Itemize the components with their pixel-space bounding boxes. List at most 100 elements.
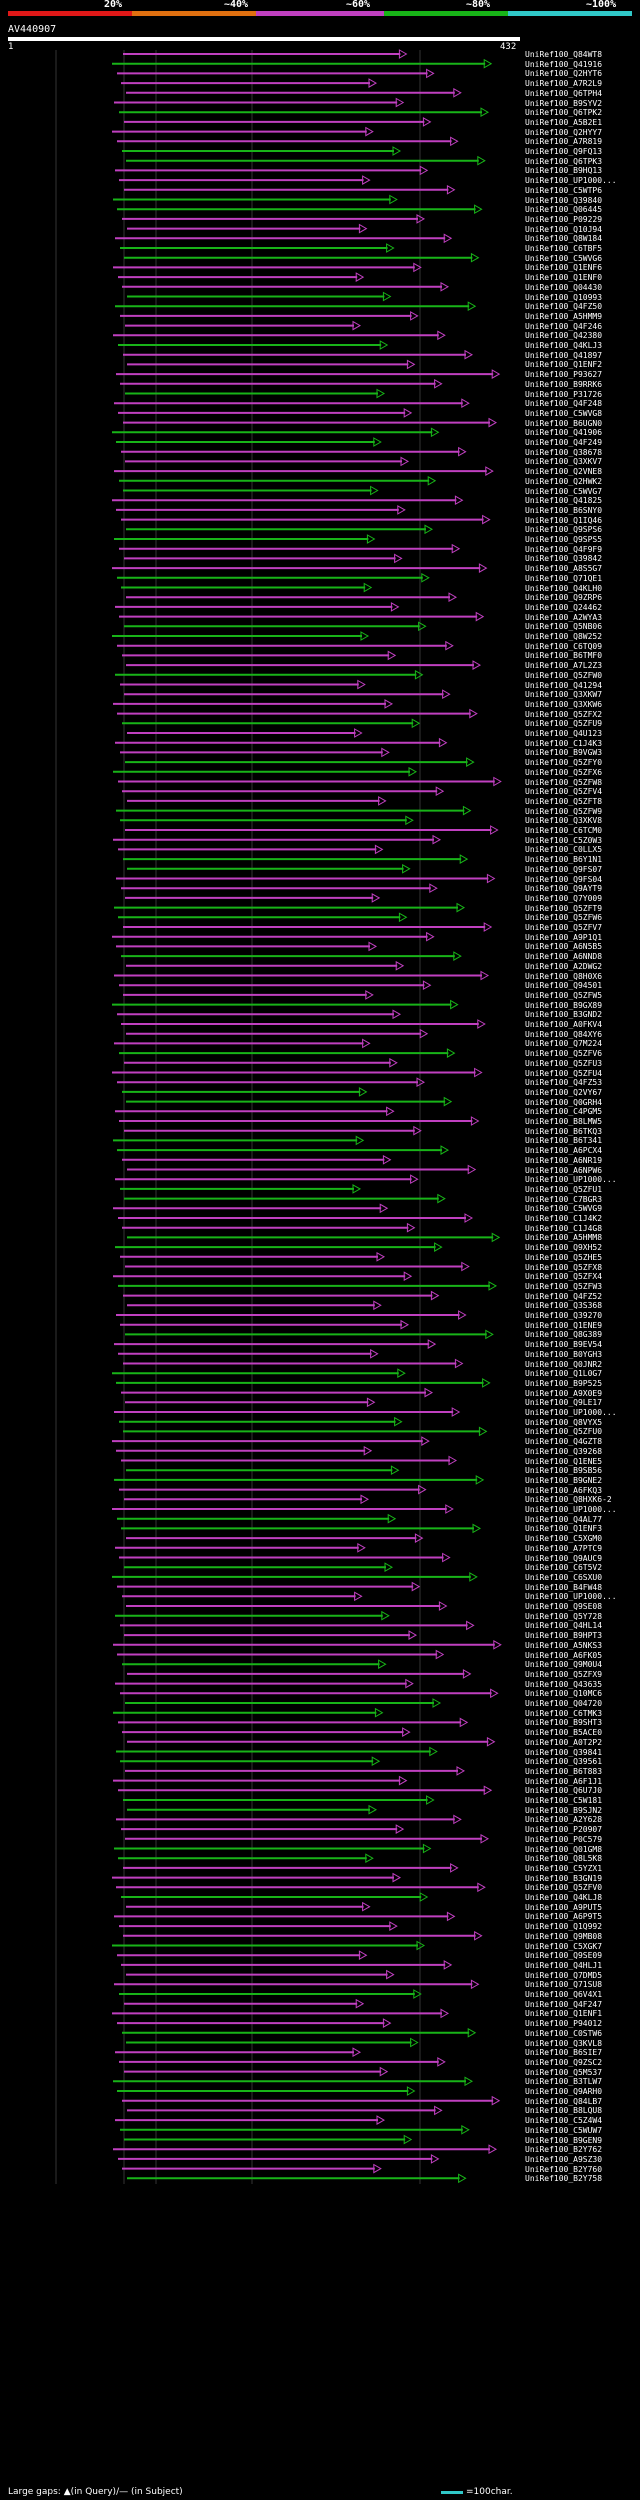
hit-label[interactable]: UniRef100_Q1ENF3	[525, 1524, 603, 1534]
hit-label[interactable]: UniRef100_P94012	[525, 2019, 603, 2029]
hit-label[interactable]: UniRef100_C5WUW7	[525, 2125, 603, 2135]
hit-label[interactable]: UniRef100_C6TBF5	[525, 244, 603, 253]
hit-label[interactable]: UniRef100_Q4F249	[525, 438, 603, 447]
hit-label[interactable]: UniRef100_A5HMM8	[525, 1233, 603, 1243]
hit-label[interactable]: UniRef100_Q5ZFU3	[525, 1058, 603, 1068]
hit-label[interactable]: UniRef100_Q39841	[525, 1747, 603, 1757]
hit-label[interactable]: UniRef100_Q5ZFX9	[525, 1669, 603, 1679]
hit-label[interactable]: UniRef100_C5WVG7	[525, 486, 603, 496]
hit-label[interactable]: UniRef100_B9RRK6	[525, 379, 603, 389]
hit-label[interactable]: UniRef100_Q7Y009	[525, 893, 603, 903]
hit-label[interactable]: UniRef100_Q06445	[525, 205, 603, 215]
hit-label[interactable]: UniRef100_Q6TPK2	[525, 108, 603, 118]
hit-label[interactable]: UniRef100_Q41294	[525, 680, 603, 690]
hit-label[interactable]: UniRef100_Q5ZFV0	[525, 1883, 603, 1893]
hit-label[interactable]: UniRef100_C5Z4W4	[525, 2116, 603, 2126]
hit-label[interactable]: UniRef100_Q39842	[525, 554, 603, 564]
hit-label[interactable]: UniRef100_Q42380	[525, 331, 603, 341]
hit-label[interactable]: UniRef100_Q9AUC9	[525, 1553, 603, 1563]
hit-label[interactable]: UniRef100_Q9LE17	[525, 1398, 603, 1408]
hit-label[interactable]: UniRef100_Q9FS04	[525, 874, 603, 884]
hit-label[interactable]: UniRef100_A9SZ30	[525, 2154, 603, 2164]
hit-label[interactable]: UniRef100_Q5ZFU1	[525, 1184, 603, 1194]
hit-label[interactable]: UniRef100_Q4U123	[525, 729, 603, 738]
hit-label[interactable]: UniRef100_Q1ENF0	[525, 273, 603, 283]
hit-label[interactable]: UniRef100_Q5ZFV6	[525, 1049, 603, 1059]
hit-label[interactable]: UniRef100_B9HQ13	[525, 166, 603, 176]
hit-label[interactable]: UniRef100_Q6TPK3	[525, 156, 603, 166]
hit-label[interactable]: UniRef100_Q1ENF6	[525, 263, 603, 273]
hit-label[interactable]: UniRef100_A6N5B5	[525, 942, 603, 952]
hit-label[interactable]: UniRef100_A6P9T5	[525, 1912, 603, 1922]
hit-label[interactable]: UniRef100_Q4KLJ3	[525, 341, 603, 350]
hit-label[interactable]: UniRef100_B9HPT3	[525, 1631, 603, 1641]
hit-label[interactable]: UniRef100_C4PGM5	[525, 1107, 603, 1117]
hit-label[interactable]: UniRef100_Q4FZ52	[525, 1291, 603, 1301]
hit-label[interactable]: UniRef100_B9SHT3	[525, 1718, 603, 1728]
hit-label[interactable]: UniRef100_Q4KLH0	[525, 583, 603, 593]
hit-label[interactable]: UniRef100_Q2HYY7	[525, 127, 603, 137]
hit-label[interactable]: UniRef100_A5NKS3	[525, 1640, 603, 1650]
hit-label[interactable]: UniRef100_B9SYV2	[525, 98, 603, 108]
hit-label[interactable]: UniRef100_P09229	[525, 214, 603, 224]
hit-label[interactable]: UniRef100_UP1000...	[525, 176, 617, 186]
hit-label[interactable]: UniRef100_Q3XKW6	[525, 699, 603, 709]
hit-label[interactable]: UniRef100_A2DWG2	[525, 961, 603, 971]
hit-label[interactable]: UniRef100_A0FKV4	[525, 1020, 603, 1029]
hit-label[interactable]: UniRef100_Q5ZFW6	[525, 913, 603, 923]
hit-label[interactable]: UniRef100_A8S5G7	[525, 564, 603, 574]
hit-label[interactable]: UniRef100_Q04720	[525, 1699, 603, 1708]
hit-label[interactable]: UniRef100_B2Y760	[525, 2164, 603, 2174]
hit-label[interactable]: UniRef100_B3GND2	[525, 1010, 603, 1020]
hit-label[interactable]: UniRef100_C6TCM0	[525, 826, 603, 835]
hit-label[interactable]: UniRef100_Q41825	[525, 496, 603, 506]
hit-label[interactable]: UniRef100_Q2HYT6	[525, 69, 603, 79]
hit-label[interactable]: UniRef100_Q4F247	[525, 1999, 603, 2009]
hit-label[interactable]: UniRef100_Q5NB06	[525, 622, 603, 632]
hit-label[interactable]: UniRef100_Q9M0U4	[525, 1660, 603, 1670]
hit-label[interactable]: UniRef100_B6Y1N1	[525, 855, 603, 865]
hit-label[interactable]: UniRef100_B6SNY0	[525, 505, 603, 515]
hit-label[interactable]: UniRef100_Q9ZRP6	[525, 593, 603, 603]
hit-label[interactable]: UniRef100_Q8VYX5	[525, 1417, 603, 1427]
hit-label[interactable]: UniRef100_C5WVG8	[525, 408, 603, 418]
hit-label[interactable]: UniRef100_Q5ZFW3	[525, 1281, 603, 1291]
hit-label[interactable]: UniRef100_C5XGK7	[525, 1941, 603, 1951]
hit-label[interactable]: UniRef100_Q10J94	[525, 224, 603, 234]
hit-label[interactable]: UniRef100_Q1ENF1	[525, 2009, 603, 2019]
hit-label[interactable]: UniRef100_B3GN19	[525, 1873, 603, 1883]
hit-label[interactable]: UniRef100_Q9FQ13	[525, 147, 603, 156]
hit-label[interactable]: UniRef100_B2Y758	[525, 2174, 603, 2184]
hit-label[interactable]: UniRef100_A6NND8	[525, 952, 603, 962]
hit-label[interactable]: UniRef100_A0T2P2	[525, 1737, 603, 1747]
hit-label[interactable]: UniRef100_Q9AYT9	[525, 884, 603, 894]
hit-label[interactable]: UniRef100_B6T341	[525, 1136, 603, 1146]
hit-label[interactable]: UniRef100_Q04430	[525, 282, 603, 292]
hit-label[interactable]: UniRef100_Q4F9F9	[525, 544, 603, 554]
hit-label[interactable]: UniRef100_A6NR19	[525, 1155, 603, 1165]
hit-label[interactable]: UniRef100_Q24462	[525, 602, 603, 612]
hit-label[interactable]: UniRef100_B0YGH3	[525, 1349, 603, 1359]
hit-label[interactable]: UniRef100_B4FW48	[525, 1582, 603, 1592]
hit-label[interactable]: UniRef100_Q41897	[525, 350, 603, 360]
hit-label[interactable]: UniRef100_Q8HXK6-2	[525, 1495, 612, 1505]
hit-label[interactable]: UniRef100_C5WVG6	[525, 253, 603, 263]
hit-label[interactable]: UniRef100_Q94501	[525, 981, 603, 991]
hit-label[interactable]: UniRef100_Q5ZFX4	[525, 1272, 603, 1282]
hit-label[interactable]: UniRef100_UP1000...	[525, 1592, 617, 1602]
hit-label[interactable]: UniRef100_Q5ZFW5	[525, 990, 603, 1000]
hit-label[interactable]: UniRef100_B9GX89	[525, 1000, 603, 1010]
hit-label[interactable]: UniRef100_Q5ZFT9	[525, 903, 603, 913]
hit-label[interactable]: UniRef100_Q4F248	[525, 399, 603, 409]
hit-label[interactable]: UniRef100_Q4FZ50	[525, 302, 603, 312]
hit-label[interactable]: UniRef100_Q1Q992	[525, 1922, 603, 1932]
hit-label[interactable]: UniRef100_Q9ARH0	[525, 2087, 603, 2096]
hit-label[interactable]: UniRef100_A2Y628	[525, 1815, 603, 1825]
hit-label[interactable]: UniRef100_C1J4K2	[525, 1214, 603, 1223]
hit-label[interactable]: UniRef100_B6UGN0	[525, 418, 603, 428]
hit-label[interactable]: UniRef100_B9VGW3	[525, 748, 603, 758]
hit-label[interactable]: UniRef100_Q5ZFX8	[525, 1262, 603, 1272]
hit-label[interactable]: UniRef100_A6PCX4	[525, 1146, 603, 1156]
hit-label[interactable]: UniRef100_C7BGR3	[525, 1194, 603, 1204]
hit-label[interactable]: UniRef100_Q2HWK2	[525, 476, 603, 486]
